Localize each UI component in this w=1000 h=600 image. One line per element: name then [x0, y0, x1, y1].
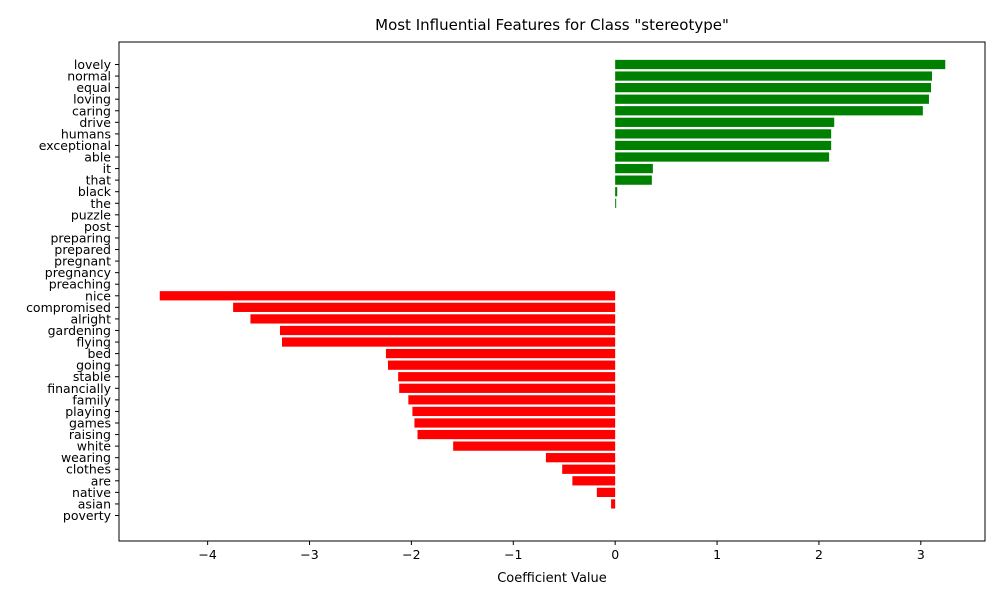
y-tick-label: financially: [47, 381, 111, 396]
bar-playing: [412, 406, 616, 417]
x-tick-label: 2: [815, 547, 823, 562]
bar-caring: [615, 106, 923, 116]
bar-clothes: [562, 464, 616, 474]
y-tick-labels-group: lovelynormalequallovingcaringdrivehumans…: [26, 57, 119, 523]
bar-compromised: [233, 302, 616, 312]
y-tick-label: stable: [73, 369, 111, 384]
y-tick-label: it: [103, 161, 111, 176]
y-tick-label: playing: [65, 404, 111, 419]
y-tick-label: nice: [85, 288, 111, 303]
bar-alright: [250, 314, 616, 324]
y-tick-label: alright: [70, 311, 111, 326]
bar-equal: [615, 83, 932, 93]
y-tick-label: caring: [72, 103, 111, 118]
bar-native: [596, 487, 616, 497]
bar-it: [615, 163, 653, 174]
y-tick-label: puzzle: [71, 207, 111, 222]
bar-asian: [611, 499, 616, 509]
bar-normal: [615, 71, 933, 81]
y-tick-label: able: [84, 150, 111, 165]
x-tick-label: −4: [198, 547, 216, 562]
y-tick-label: pregnant: [54, 254, 111, 269]
y-tick-label: compromised: [26, 300, 111, 315]
y-tick-label: preaching: [49, 277, 111, 292]
y-tick-label: white: [77, 439, 112, 454]
y-tick-label: drive: [79, 115, 111, 130]
y-tick-label: exceptional: [39, 138, 111, 153]
y-tick-label: native: [72, 485, 111, 500]
y-tick-label: games: [69, 415, 111, 430]
bar-black: [615, 187, 618, 197]
bar-gardening: [279, 325, 616, 336]
bar-humans: [615, 129, 832, 139]
y-tick-label: post: [84, 219, 111, 234]
x-ticks-group: −4 −3 −2 −1 0 1 2 3: [198, 541, 925, 562]
x-tick-label: 3: [917, 547, 925, 562]
y-tick-label: are: [91, 473, 112, 488]
bar-wearing: [545, 453, 616, 463]
bar-drive: [615, 117, 835, 127]
bar-are: [572, 476, 616, 486]
bar-bed: [385, 348, 616, 359]
y-tick-label: prepared: [54, 242, 111, 257]
y-tick-label: wearing: [61, 450, 111, 465]
y-tick-label: raising: [69, 427, 111, 442]
bar-stable: [398, 372, 616, 382]
x-tick-label: −1: [504, 547, 522, 562]
bar-raising: [417, 429, 616, 440]
bar-loving: [615, 94, 929, 104]
y-tick-label: preparing: [50, 230, 111, 245]
y-tick-label: poverty: [63, 508, 112, 523]
x-tick-label: −2: [402, 547, 420, 562]
y-tick-label: that: [86, 173, 111, 188]
plot-frame: [118, 41, 986, 542]
x-tick-label: −3: [300, 547, 318, 562]
bar-exceptional: [615, 140, 832, 151]
chart-title: Most Influential Features for Class "ste…: [375, 16, 729, 34]
y-tick-label: family: [72, 392, 111, 407]
bar-nice: [159, 291, 616, 301]
y-tick-label: gardening: [48, 323, 111, 338]
bar-flying: [282, 337, 616, 347]
bar-lovely: [615, 59, 946, 70]
y-tick-label: black: [78, 184, 112, 199]
y-tick-label: loving: [73, 92, 111, 107]
bar-that: [615, 175, 652, 185]
x-tick-label: 1: [713, 547, 721, 562]
y-tick-label: pregnancy: [45, 265, 112, 280]
y-tick-label: humans: [61, 126, 111, 141]
y-tick-label: clothes: [66, 462, 111, 477]
bar-financially: [399, 383, 616, 393]
bar-family: [408, 395, 616, 405]
y-tick-label: flying: [76, 335, 111, 350]
bar-games: [414, 418, 616, 428]
y-tick-label: equal: [76, 80, 111, 95]
y-tick-label: lovely: [74, 57, 112, 72]
y-tick-label: bed: [87, 346, 111, 361]
y-tick-label: the: [90, 196, 111, 211]
y-tick-label: going: [76, 358, 111, 373]
bar-white: [453, 441, 616, 451]
bar-the: [615, 198, 617, 208]
x-axis-label: Coefficient Value: [497, 571, 607, 586]
x-tick-label: 0: [611, 547, 619, 562]
bar-going: [387, 360, 616, 370]
y-tick-label: normal: [67, 69, 111, 84]
y-tick-label: asian: [78, 496, 111, 511]
bar-able: [615, 152, 830, 162]
bars-group: [159, 59, 946, 509]
